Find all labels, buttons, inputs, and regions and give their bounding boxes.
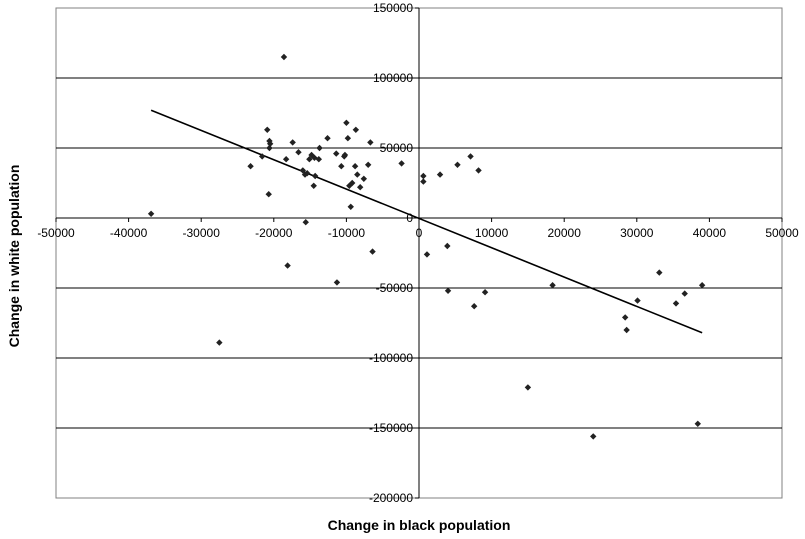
y-tick-label: -50000 (376, 281, 414, 295)
data-point (258, 153, 266, 160)
data-point (694, 420, 701, 427)
data-point (621, 314, 629, 321)
y-tick-label: -100000 (369, 351, 413, 365)
data-point (303, 170, 311, 177)
data-point (147, 210, 155, 217)
y-tick-label: 50000 (380, 141, 414, 155)
data-point (367, 139, 374, 146)
data-point (266, 144, 273, 152)
data-point (549, 282, 556, 289)
y-tick-label: 150000 (373, 1, 413, 15)
x-tick-labels: -50000 -40000 -30000 -20000 -10000 0 10000 2000… (37, 226, 799, 240)
data-point (360, 175, 368, 182)
data-point (369, 248, 376, 255)
x-tick-label: 0 (416, 226, 423, 240)
data-point (302, 219, 309, 226)
data-point (333, 279, 341, 286)
data-point (284, 262, 291, 269)
data-point (454, 161, 461, 168)
data-point (289, 139, 296, 146)
y-tick-labels: -200000 -150000 -100000 -50000 0 50000 100000 1… (369, 1, 413, 505)
data-point (356, 184, 364, 191)
data-point (338, 163, 345, 170)
data-point (590, 433, 597, 440)
y-tick-label: 0 (406, 211, 413, 225)
data-point (311, 172, 319, 180)
data-point (247, 163, 254, 170)
trendline-group (150, 109, 703, 334)
data-point (444, 287, 452, 294)
data-point (444, 242, 451, 250)
data-point (316, 144, 323, 152)
data-point (481, 289, 489, 296)
data-point (265, 191, 272, 198)
data-point (308, 151, 315, 159)
x-tick-label: 20000 (548, 226, 582, 240)
x-tick-label: 30000 (620, 226, 654, 240)
data-point (349, 179, 356, 187)
y-tick-label: -200000 (369, 491, 413, 505)
data-point (324, 135, 331, 142)
data-point (623, 326, 630, 334)
x-tick-label: -20000 (255, 226, 293, 240)
data-point (341, 151, 349, 159)
data-point (352, 126, 360, 133)
data-point (216, 339, 223, 346)
data-points (147, 53, 706, 440)
x-tick-label: 50000 (765, 226, 799, 240)
data-point (681, 290, 688, 297)
data-point (524, 384, 532, 391)
x-tick-label: -30000 (183, 226, 221, 240)
x-tick-label: -40000 (110, 226, 148, 240)
data-point (656, 269, 663, 276)
data-point (344, 135, 352, 142)
data-point (282, 156, 290, 163)
data-point (423, 251, 431, 258)
data-point (467, 153, 474, 160)
data-point (343, 119, 350, 126)
data-point (295, 149, 302, 156)
data-point (364, 161, 372, 168)
data-point (634, 297, 641, 304)
y-tick-label: -150000 (369, 421, 413, 435)
data-point (475, 167, 482, 174)
data-point (351, 163, 359, 170)
data-point (672, 300, 680, 307)
y-tick-label: 100000 (373, 71, 413, 85)
x-tick-label: 40000 (693, 226, 727, 240)
data-point (420, 172, 427, 180)
x-tick-label: 10000 (475, 226, 509, 240)
data-point (398, 160, 405, 167)
data-point (354, 171, 361, 178)
y-axis-title: Change in white population (6, 165, 22, 348)
x-tick-label: -10000 (328, 226, 366, 240)
data-point (436, 171, 444, 178)
data-point (310, 182, 317, 189)
data-point (264, 126, 271, 133)
data-point (347, 203, 354, 210)
data-point (280, 53, 288, 61)
data-point (266, 137, 273, 145)
x-axis-title: Change in black population (328, 517, 511, 533)
x-tick-label: -50000 (37, 226, 75, 240)
data-point (315, 156, 323, 163)
data-point (470, 303, 478, 310)
trendline (150, 109, 703, 334)
data-point (333, 150, 340, 157)
data-point (420, 178, 427, 185)
data-point (698, 282, 706, 289)
